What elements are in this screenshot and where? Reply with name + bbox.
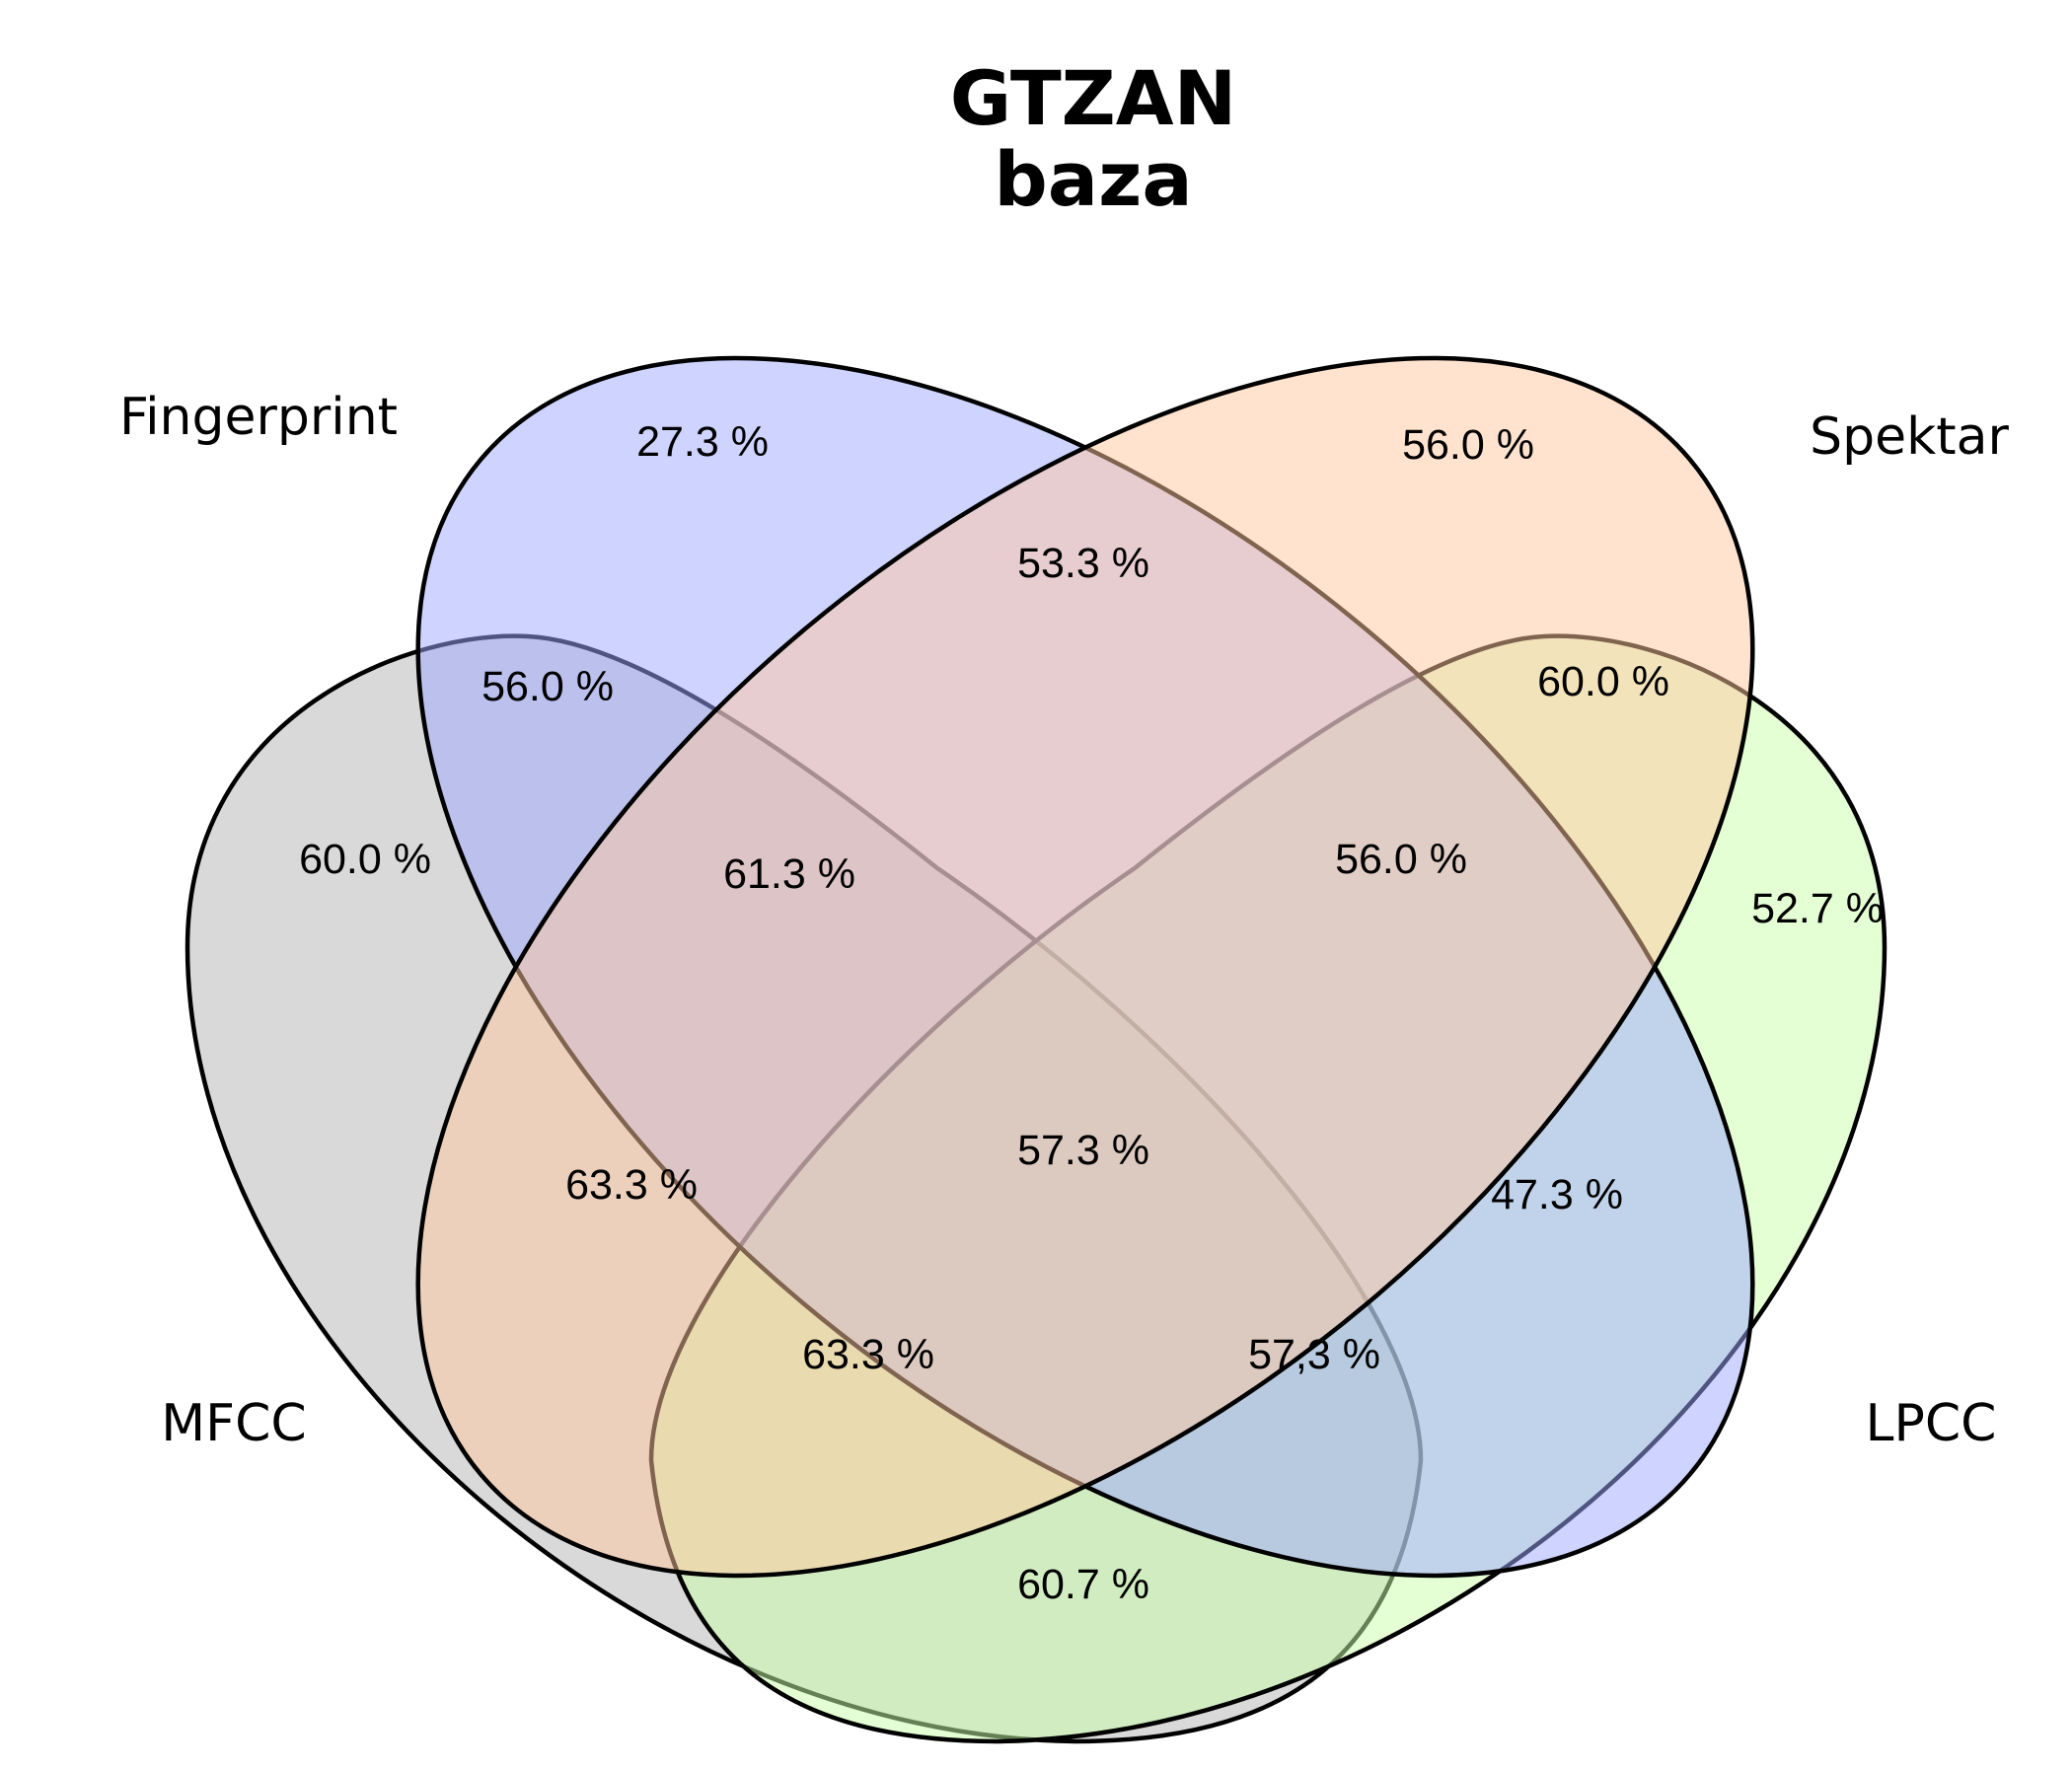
- diagram-title-line2: baza: [994, 135, 1192, 223]
- region-fingerprint-lpcc: 47.3 %: [1491, 1171, 1623, 1218]
- set-label-spektar: Spektar: [1810, 407, 2009, 467]
- region-spektar-only: 56.0 %: [1402, 421, 1534, 469]
- region-mfcc-lpcc: 60.7 %: [1017, 1561, 1149, 1608]
- region-fingerprint-spektar-lpcc: 56.0 %: [1335, 836, 1467, 883]
- set-shapes: [185, 355, 1887, 1744]
- region-lpcc-only: 52.7 %: [1751, 885, 1884, 932]
- region-mfcc-spektar: 63.3 %: [565, 1161, 698, 1209]
- region-mfcc-fingerprint-spektar: 61.3 %: [723, 850, 855, 898]
- set-spektar-shape: [415, 355, 1755, 1579]
- region-fingerprint-only: 27.3 %: [636, 418, 769, 466]
- region-mfcc-fingerprint-lpcc: 57,3 %: [1248, 1331, 1380, 1378]
- region-mfcc-fingerprint: 56.0 %: [481, 663, 614, 710]
- set-label-lpcc: LPCC: [1866, 1394, 1997, 1453]
- set-label-mfcc: MFCC: [161, 1394, 306, 1453]
- region-labels: 27.3 % 56.0 % 53.3 % 56.0 % 60.0 % 60.0 …: [299, 418, 1884, 1608]
- region-mfcc-spektar-lpcc: 63.3 %: [802, 1331, 934, 1378]
- diagram-title-line1: GTZAN: [950, 54, 1236, 142]
- region-all-four: 57.3 %: [1017, 1127, 1149, 1174]
- region-fingerprint-spektar: 53.3 %: [1017, 540, 1149, 587]
- set-label-fingerprint: Fingerprint: [119, 388, 398, 447]
- region-spektar-lpcc: 60.0 %: [1537, 658, 1669, 705]
- region-mfcc-only: 60.0 %: [299, 836, 431, 883]
